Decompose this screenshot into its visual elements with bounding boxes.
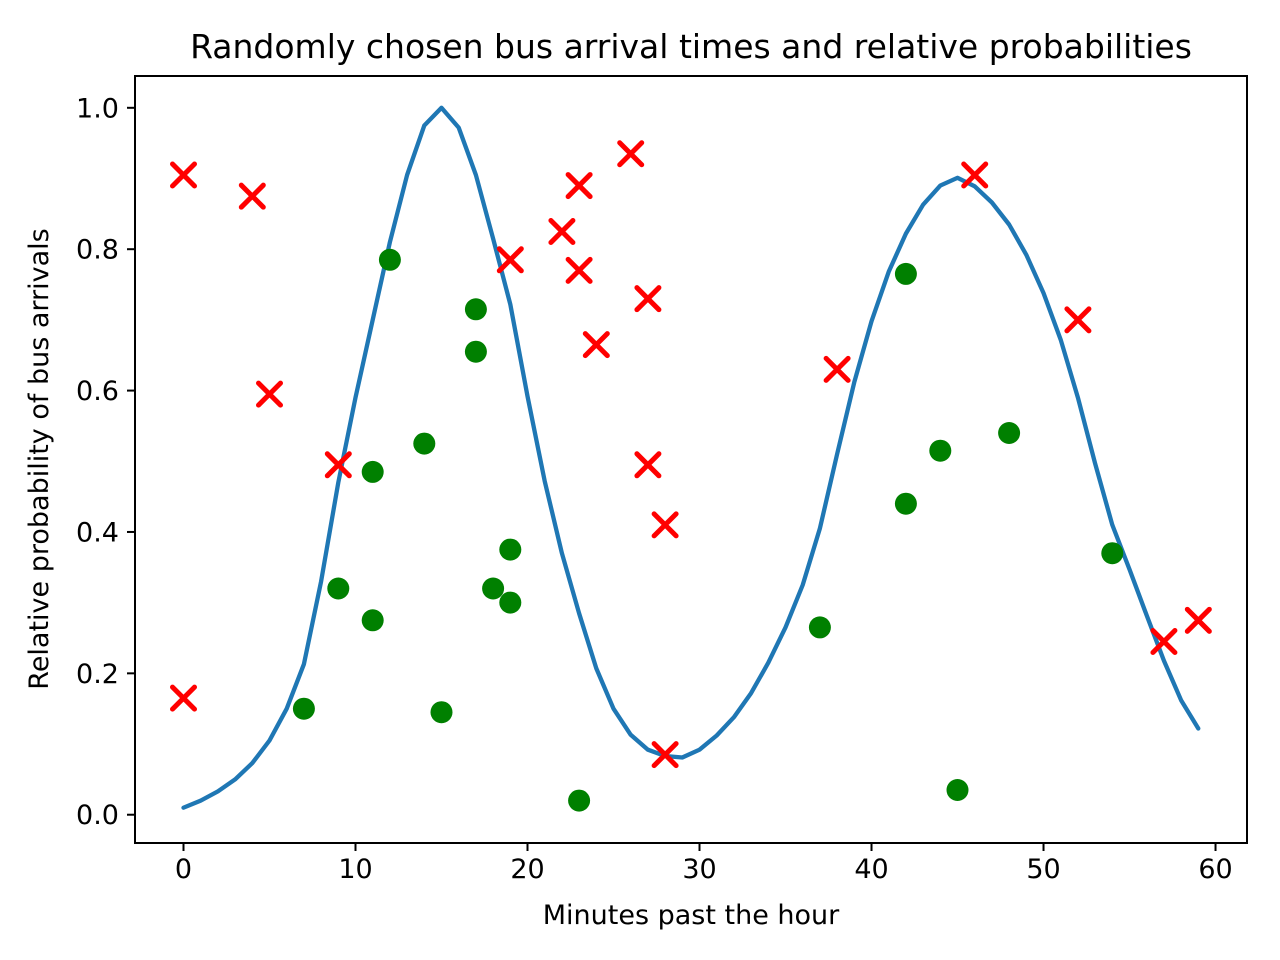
x-marker [823,355,851,383]
y-tick-label-0.0: 0.0 [76,800,119,831]
x-tick-label-0: 0 [175,854,192,885]
plot-area [135,76,1247,843]
x-marker [651,511,679,539]
x-marker [170,684,198,712]
dot-marker [568,789,591,812]
dot-marker [1101,542,1124,565]
x-tick-label-30: 30 [682,854,716,885]
arrival-samples-x-markers [170,140,1212,769]
x-marker [324,451,352,479]
y-tick-label-0.6: 0.6 [76,376,119,407]
x-marker [565,172,593,200]
relative-probability-curve [181,105,1201,810]
dot-marker [327,577,350,600]
y-axis: 0.0 0.2 0.4 0.6 0.8 1.0 [76,93,135,831]
x-marker [582,331,610,359]
x-marker [238,182,266,210]
dot-marker [894,262,917,285]
x-tick-label-60: 60 [1198,854,1232,885]
dot-marker [413,432,436,455]
dot-marker [361,609,384,632]
x-marker [1150,628,1178,656]
dot-marker [998,422,1021,444]
x-marker [634,285,662,313]
x-marker [548,218,576,246]
dot-marker [482,577,505,600]
dot-marker [929,439,952,462]
axes-frame [134,75,1248,844]
dot-marker [946,779,969,801]
x-tick-label-50: 50 [1026,854,1060,885]
y-tick-label-0.2: 0.2 [76,659,119,690]
x-marker [617,140,645,168]
x-marker [961,161,989,189]
dot-marker [430,701,453,724]
x-marker [565,256,593,284]
x-marker [634,451,662,479]
x-axis-label: Minutes past the hour [543,900,840,931]
dot-marker [361,460,384,483]
dot-marker [464,340,487,363]
x-marker [170,161,198,189]
dot-marker [292,697,315,720]
arrival-samples-dot-markers [292,248,1124,812]
x-marker [651,741,679,769]
x-tick-label-10: 10 [338,854,372,885]
x-tick-label-40: 40 [854,854,888,885]
series-layer [170,105,1212,812]
x-marker [496,246,524,274]
dot-marker [378,248,401,271]
dot-marker [808,616,831,639]
x-marker [1064,306,1092,334]
y-tick-label-0.8: 0.8 [76,235,119,266]
dot-marker [499,591,522,614]
x-marker [256,380,284,408]
x-tick-label-20: 20 [510,854,544,885]
dot-marker [894,492,917,515]
x-axis: 0 10 20 30 40 50 60 [175,843,1233,885]
y-axis-label: Relative probability of bus arrivals [24,228,55,689]
y-tick-label-0.4: 0.4 [76,517,119,548]
dot-marker [464,298,487,321]
x-marker [1184,606,1212,634]
chart-title: Randomly chosen bus arrival times and re… [190,27,1192,66]
dot-marker [499,538,522,561]
y-tick-label-1.0: 1.0 [76,93,119,124]
